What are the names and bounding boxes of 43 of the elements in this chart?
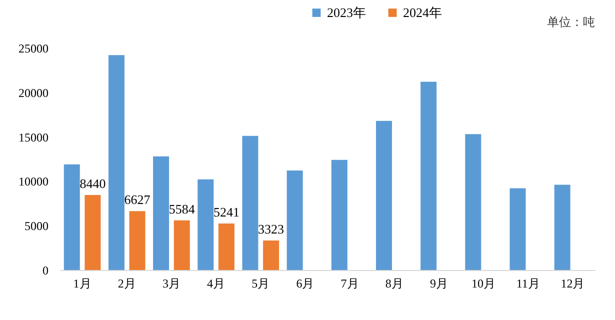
y-tick-label: 20000 bbox=[18, 86, 48, 100]
data-label: 5584 bbox=[168, 201, 196, 216]
bar bbox=[64, 164, 80, 270]
bar bbox=[198, 179, 214, 270]
bar bbox=[218, 223, 234, 270]
x-tick-label: 2月 bbox=[118, 276, 136, 290]
x-tick-label: 1月 bbox=[73, 276, 92, 290]
x-tick-label: 11月 bbox=[516, 276, 540, 290]
y-tick-label: 15000 bbox=[18, 130, 48, 144]
x-tick-label: 4月 bbox=[207, 276, 226, 290]
y-tick-label: 5000 bbox=[24, 219, 48, 234]
bar bbox=[84, 195, 101, 270]
legend-label: 2023年 bbox=[327, 4, 366, 20]
x-tick-label: 8月 bbox=[385, 276, 404, 290]
x-tick-label: 5月 bbox=[252, 276, 270, 290]
bar bbox=[286, 170, 303, 270]
bar bbox=[331, 160, 348, 270]
bar bbox=[108, 55, 124, 270]
x-tick-label: 6月 bbox=[296, 276, 314, 290]
data-label: 6627 bbox=[124, 192, 151, 208]
y-tick-label: 10000 bbox=[18, 174, 48, 189]
bar bbox=[153, 156, 170, 270]
x-tick-label: 10月 bbox=[472, 276, 496, 290]
bar bbox=[510, 188, 526, 270]
bar bbox=[465, 134, 482, 270]
y-tick-label: 25000 bbox=[18, 42, 48, 56]
bar bbox=[174, 220, 190, 270]
bar bbox=[420, 82, 437, 270]
bar bbox=[263, 240, 280, 270]
bar bbox=[376, 120, 392, 270]
data-label: 8440 bbox=[80, 176, 106, 192]
legend-label: 2024年 bbox=[403, 4, 442, 20]
bar bbox=[129, 211, 146, 270]
data-label: 5241 bbox=[213, 204, 240, 220]
y-tick-label: 0 bbox=[42, 264, 48, 278]
bar bbox=[554, 184, 570, 270]
data-label: 3323 bbox=[258, 221, 284, 236]
x-tick-label: 9月 bbox=[430, 276, 448, 290]
x-tick-label: 7月 bbox=[340, 276, 359, 290]
x-tick-label: 3月 bbox=[162, 276, 180, 290]
bar bbox=[242, 136, 258, 270]
x-tick-label: 12月 bbox=[560, 276, 585, 290]
text: 单位：吨 bbox=[547, 15, 595, 29]
